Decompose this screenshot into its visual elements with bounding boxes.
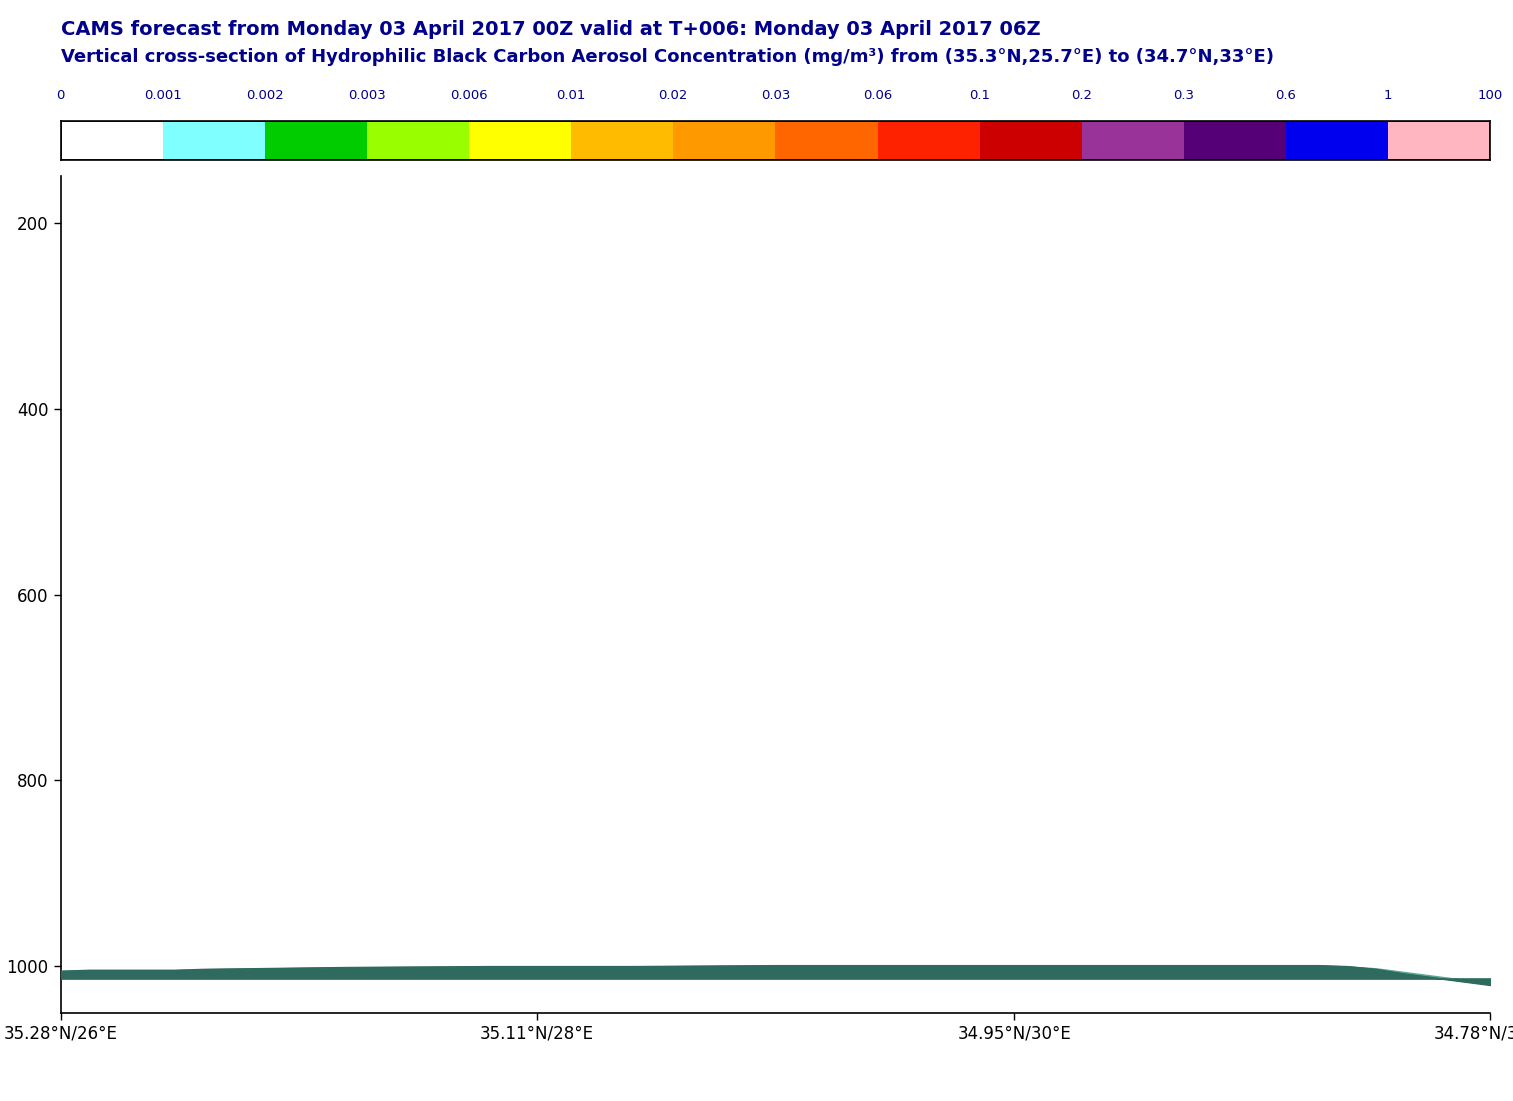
Text: CAMS forecast from Monday 03 April 2017 00Z valid at T+006: Monday 03 April 2017: CAMS forecast from Monday 03 April 2017 …	[61, 20, 1039, 39]
Bar	[366, 121, 469, 160]
Text: 0.003: 0.003	[348, 89, 386, 102]
Bar	[1286, 121, 1389, 160]
Bar	[878, 121, 980, 160]
Text: 1: 1	[1384, 89, 1392, 102]
Bar	[469, 121, 572, 160]
Text: 0.002: 0.002	[247, 89, 283, 102]
Text: 0.6: 0.6	[1275, 89, 1297, 102]
Text: 0.001: 0.001	[144, 89, 182, 102]
Bar	[980, 121, 1082, 160]
Bar	[673, 121, 775, 160]
Text: 100: 100	[1478, 89, 1502, 102]
Text: 0.2: 0.2	[1071, 89, 1092, 102]
Bar	[1389, 121, 1490, 160]
Bar	[1082, 121, 1185, 160]
Bar	[61, 121, 163, 160]
Text: 0: 0	[56, 89, 65, 102]
Text: 0.03: 0.03	[761, 89, 790, 102]
Text: 0.06: 0.06	[862, 89, 893, 102]
Bar	[1183, 121, 1286, 160]
Text: 0.01: 0.01	[557, 89, 586, 102]
Bar	[163, 121, 265, 160]
Bar	[265, 121, 366, 160]
Bar	[572, 121, 673, 160]
Text: 0.006: 0.006	[451, 89, 487, 102]
Bar	[775, 121, 878, 160]
Text: Vertical cross-section of Hydrophilic Black Carbon Aerosol Concentration (mg/m³): Vertical cross-section of Hydrophilic Bl…	[61, 48, 1274, 66]
Text: 0.02: 0.02	[658, 89, 688, 102]
Text: 0.1: 0.1	[970, 89, 990, 102]
Text: 0.3: 0.3	[1174, 89, 1194, 102]
